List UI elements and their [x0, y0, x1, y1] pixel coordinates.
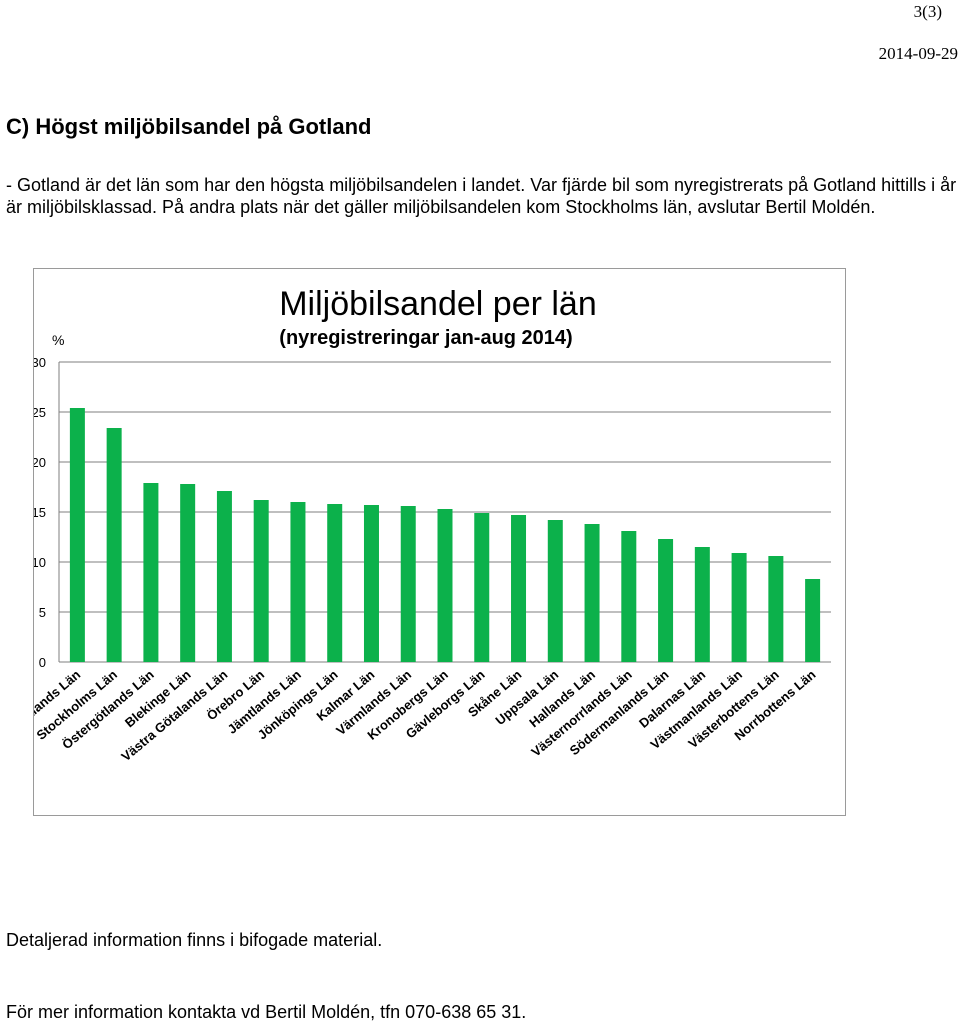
bar: [400, 506, 416, 662]
bar: [768, 556, 784, 662]
bar: [437, 509, 453, 662]
bar: [511, 515, 527, 662]
bar: [658, 539, 674, 662]
bar-chart: Miljöbilsandel per län (nyregistreringar …: [10, 285, 831, 764]
page-number: 3(3): [913, 2, 942, 21]
bar: [694, 547, 710, 662]
y-tick-label: 10: [34, 555, 46, 570]
y-tick-label: 25: [34, 405, 46, 420]
y-tick-label: 30: [34, 355, 46, 370]
bar: [253, 500, 269, 662]
y-tick-label: 15: [34, 505, 46, 520]
bar: [584, 524, 600, 662]
bar: [363, 505, 379, 662]
paragraph-text: - Gotland är det län som har den högsta …: [6, 175, 957, 217]
document-date: 2014-09-29: [878, 44, 958, 63]
bar: [731, 553, 747, 662]
footer-contact-text: För mer information kontakta vd Bertil M…: [6, 1002, 527, 1022]
y-axis-label: %: [52, 332, 64, 348]
bar: [69, 408, 85, 662]
bar: [180, 484, 196, 662]
y-tick-label: 0: [39, 655, 46, 670]
y-tick-label: 5: [39, 605, 46, 620]
section-heading: C) Högst miljöbilsandel på Gotland: [6, 114, 372, 139]
y-tick-label: 20: [34, 455, 46, 470]
bar: [474, 513, 490, 662]
bar: [106, 428, 122, 662]
body-paragraph: - Gotland är det län som har den högsta …: [6, 174, 958, 218]
footer-detail-text: Detaljerad information finns i bifogade …: [6, 930, 383, 950]
chart-container: Miljöbilsandel per län (nyregistreringar …: [10, 268, 846, 816]
bar: [290, 502, 306, 662]
bar: [143, 483, 159, 662]
bar: [547, 520, 563, 662]
bar: [621, 531, 637, 662]
chart-title: Miljöbilsandel per län: [279, 285, 597, 323]
bar: [327, 504, 343, 662]
bar: [805, 579, 821, 662]
chart-subtitle: (nyregistreringar jan-aug 2014): [279, 327, 572, 349]
bar: [216, 491, 232, 662]
